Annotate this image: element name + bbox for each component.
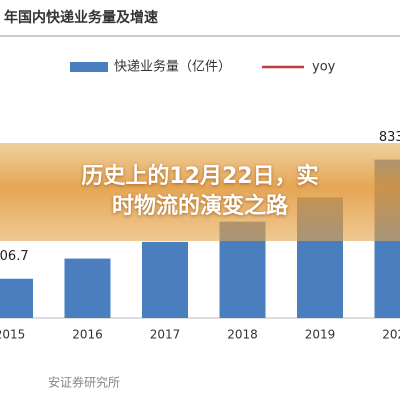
x-tick-label: 2015 bbox=[0, 328, 25, 342]
legend-label: 快递业务量（亿件） bbox=[114, 59, 231, 75]
bar bbox=[0, 278, 33, 318]
headline-line: 时物流的演变之路 bbox=[111, 194, 288, 219]
data-label: 206.7 bbox=[0, 249, 29, 264]
x-tick-label: 2020 bbox=[382, 328, 400, 342]
chart-title: 年国内快递业务量及增速 bbox=[4, 9, 158, 26]
x-tick-label: 2019 bbox=[305, 328, 336, 342]
x-tick-label: 2018 bbox=[227, 328, 258, 342]
headline-line: 历史上的12月22日，实 bbox=[81, 164, 319, 189]
legend-swatch bbox=[70, 62, 108, 72]
legend-label: yoy bbox=[312, 60, 336, 75]
source: 安证券研究所 bbox=[48, 375, 120, 390]
x-tick-label: 2016 bbox=[72, 328, 103, 342]
bar bbox=[142, 241, 188, 318]
x-tick-label: 2017 bbox=[150, 328, 181, 342]
bar bbox=[64, 258, 111, 318]
data-label: 833.6 bbox=[379, 130, 400, 145]
headline-banner: 历史上的12月22日，实 时物流的演变之路 bbox=[0, 143, 400, 241]
